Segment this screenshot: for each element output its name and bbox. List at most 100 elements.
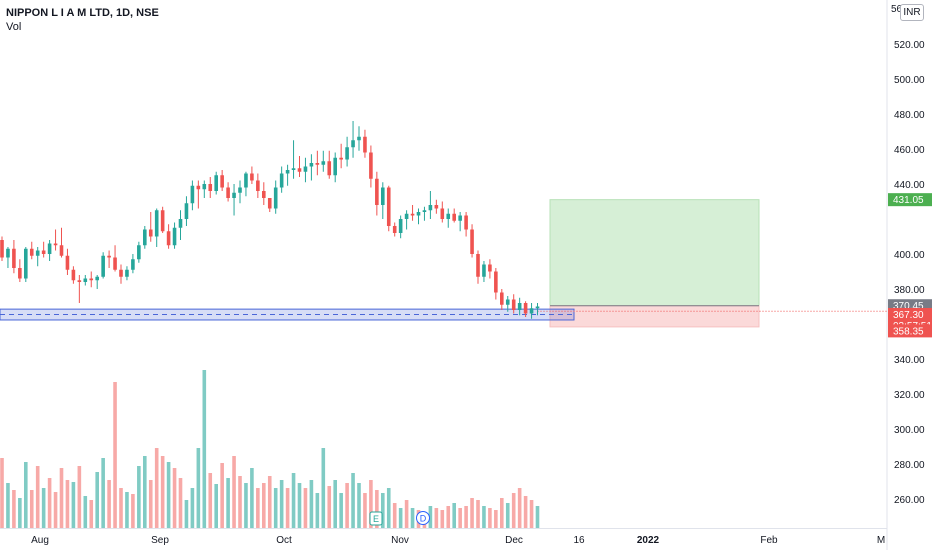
candle-body [440,208,445,219]
candle [440,201,445,223]
time-axis[interactable]: Aug Sep Oct Nov Dec 16 2022 Feb M [31,535,885,546]
candle [166,224,171,249]
candle-body [434,205,439,209]
support-zone-rectangle[interactable] [0,308,887,321]
candle-body [422,210,427,212]
dividend-marker[interactable]: D [416,511,430,525]
candle [41,241,46,258]
candle-body [143,229,147,246]
candle-body [113,257,117,270]
volume-bar [488,508,492,528]
candle [345,136,349,167]
candle [529,303,534,319]
candle-body [256,180,260,191]
candle-body [505,299,510,305]
volume-bar [309,480,314,528]
candle [482,261,486,282]
volume-bar [24,462,28,528]
volume-bar [279,480,284,528]
volume-bar [440,510,445,528]
candle [511,294,516,314]
candle-body [494,271,498,293]
candle [71,266,76,284]
time-axis-label: Nov [391,535,409,546]
volume-bar [172,468,177,528]
candle [404,210,409,230]
volume-bar [386,488,391,528]
candle-body [410,213,415,216]
stop-loss-zone[interactable] [549,305,760,328]
candle-body [523,303,528,314]
candle [267,198,272,212]
volume-bar [273,488,278,528]
price-axis-label: 480.00 [894,110,925,121]
candle-body [53,243,58,246]
candle [89,271,94,288]
volume-bar [131,494,135,528]
profit-zone[interactable] [549,199,760,307]
candle-body [77,280,82,282]
volume-bar [154,448,159,528]
candle [113,245,117,272]
candle [196,180,201,209]
long-position-tool[interactable] [549,199,760,328]
zone-rect[interactable] [0,308,575,321]
volume-bar [464,506,468,528]
volume-bar [529,500,534,528]
candle-body [464,215,468,230]
candle [137,241,141,263]
volume-bar [434,508,439,528]
candle-body [71,269,76,281]
candle-body [529,308,534,314]
symbol-title[interactable]: NIPPON L I A M LTD, 1D, NSE [6,7,159,19]
candle [220,170,224,191]
candle [143,226,147,249]
currency-button[interactable]: INR [900,4,924,21]
candle [53,229,58,251]
candle-body [131,259,135,270]
volume-bar [250,468,254,528]
volume-bar [12,490,16,528]
chart-legend: NIPPON L I A M LTD, 1D, NSE Vol [6,6,159,34]
candle [77,275,82,303]
candle-body [238,187,242,193]
volume-bar [148,480,153,528]
price-axis[interactable]: 520.00 500.00 480.00 460.00 440.00 400.00 380.… [891,4,925,506]
price-axis-label: 280.00 [894,460,925,471]
price-axis-label: 380.00 [894,285,925,296]
volume-bar [190,488,195,528]
candle-body [244,173,248,188]
candle [238,180,242,204]
candle [244,171,248,197]
candle-body [166,231,171,246]
candle-body [392,226,397,233]
earnings-marker-label: E [373,514,379,524]
candle-body [470,229,474,254]
candle-body [208,184,213,191]
candle-body [535,306,540,309]
price-axis-label: 500.00 [894,75,925,86]
candle [160,206,165,233]
earnings-marker[interactable]: E [369,511,383,526]
candle-body [0,240,4,258]
candle-body [59,245,64,256]
candle [154,208,159,247]
volume-indicator-label[interactable]: Vol [6,21,22,33]
candle [410,205,415,221]
candle [18,259,22,282]
price-axis-label: 260.00 [894,495,925,506]
candle-body [154,210,159,237]
candle [131,254,135,274]
time-axis-label: Sep [151,535,169,546]
candle [494,268,498,300]
candle [303,157,308,183]
volume-bar [315,493,320,528]
volume-bar [494,510,498,528]
volume-bar [392,503,397,528]
candle [446,208,451,228]
candle [369,145,373,188]
candle [125,266,129,281]
candle [398,215,403,239]
